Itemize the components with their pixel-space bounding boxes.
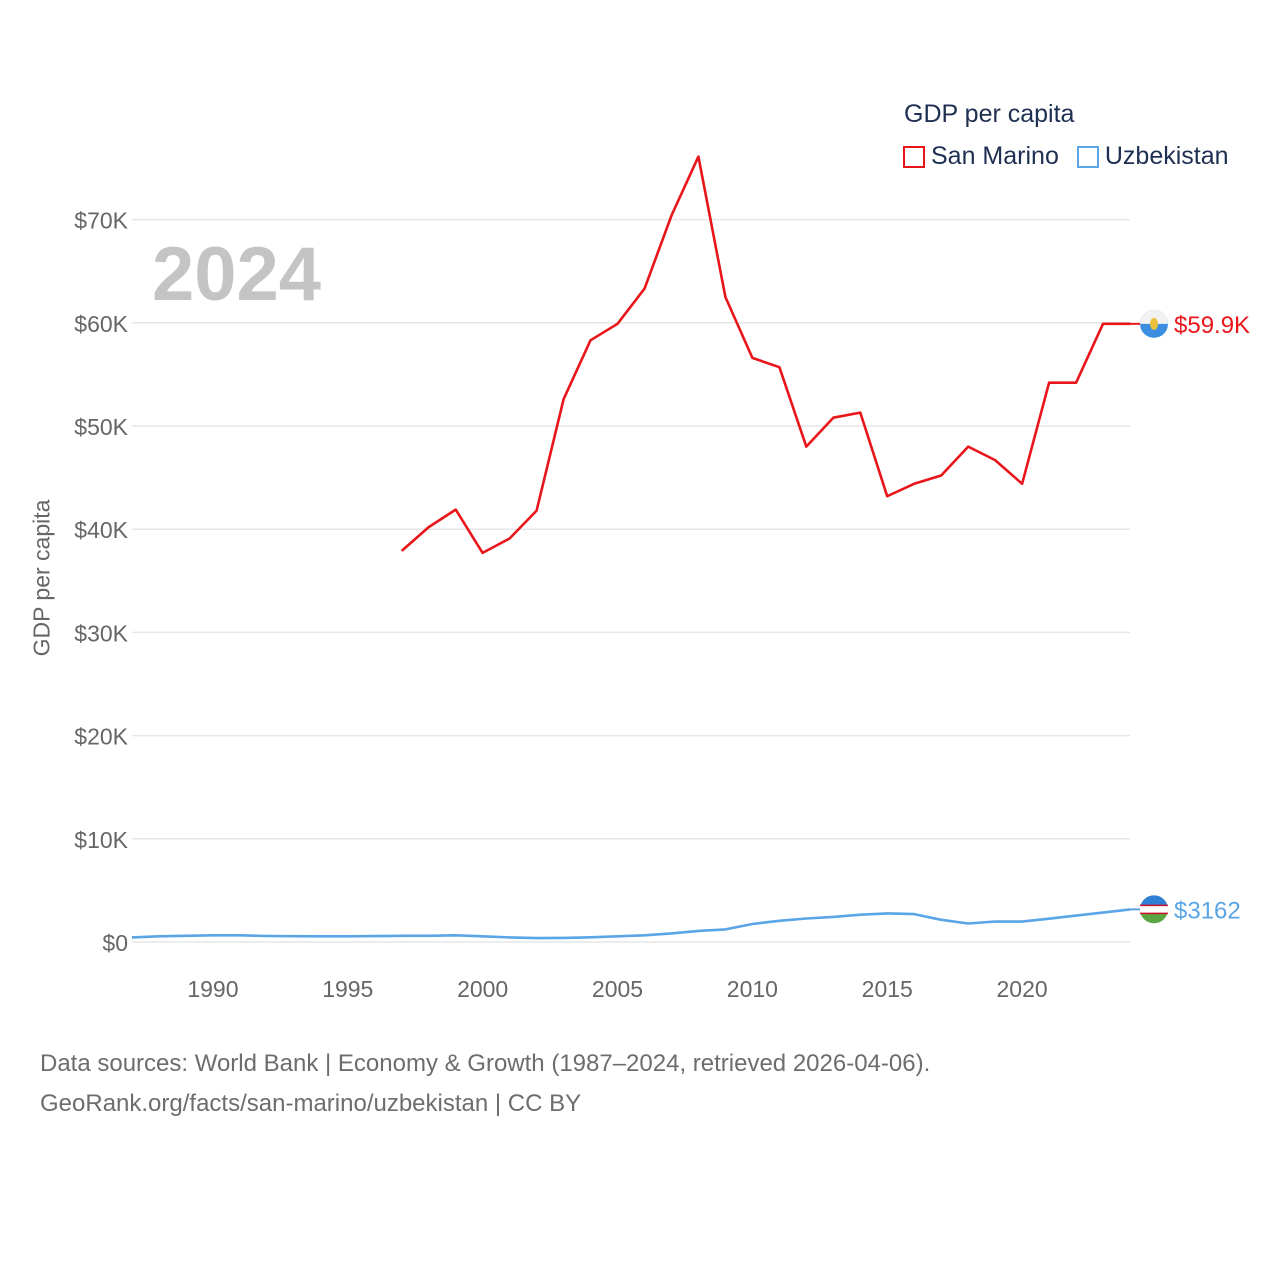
legend-swatch-uzbekistan — [1076, 145, 1099, 168]
y-tick-label: $30K — [74, 620, 128, 646]
x-tick-label: 2010 — [727, 976, 778, 1002]
y-tick-label: $20K — [74, 724, 128, 750]
legend-label-san-marino: San Marino — [931, 142, 1059, 170]
legend-item-san-marino[interactable]: San Marino — [903, 142, 1059, 171]
footer: Data sources: World Bank | Economy & Gro… — [40, 1044, 930, 1124]
y-axis-label: GDP per capita — [28, 499, 55, 657]
end-value-label-san-marino: $59.9K — [1174, 312, 1250, 339]
y-tick-label: $60K — [74, 311, 128, 337]
legend-label-uzbekistan: Uzbekistan — [1104, 142, 1229, 170]
y-tick-label: $40K — [74, 517, 128, 543]
flag-san-marino-icon — [1140, 309, 1168, 338]
grid-lines — [132, 218, 1130, 943]
x-tick-label: 2000 — [457, 976, 508, 1002]
year-label: 2024 — [152, 232, 321, 317]
series-line-uzbekistan — [131, 908, 1131, 940]
end-value-label-uzbekistan: $3162 — [1174, 897, 1241, 924]
legend-title: GDP per capita — [904, 100, 1075, 128]
x-tick-label: 2005 — [592, 976, 643, 1002]
x-tick-label: 1995 — [322, 976, 373, 1002]
series-line-san-marino — [400, 155, 1130, 555]
series-lines — [131, 155, 1131, 940]
legend: San Marino Uzbekistan — [903, 142, 1247, 171]
footer-sources: Data sources: World Bank | Economy & Gro… — [40, 1050, 931, 1077]
end-markers: $59.9K $3162 — [1130, 309, 1250, 924]
legend-swatch-san-marino — [903, 145, 925, 168]
x-tick-label: 2020 — [997, 976, 1048, 1002]
flag-uzbekistan-icon — [1140, 895, 1168, 924]
line-chart: 2024 $0 $10K $20K $30K $40K $50K $60K $70K 1990… — [74, 155, 1250, 1002]
y-tick-label: $50K — [74, 414, 128, 440]
x-tick-label: 2015 — [862, 976, 913, 1002]
footer-attribution[interactable]: GeoRank.org/facts/san-marino/uzbekistan … — [40, 1090, 582, 1117]
y-tick-label: $70K — [74, 208, 128, 234]
x-tick-label: 1990 — [187, 976, 238, 1002]
y-tick-label: $10K — [74, 827, 128, 853]
y-tick-label: $0 — [102, 930, 128, 956]
x-axis-ticks: 1990 1995 2000 2005 2010 2015 2020 — [187, 976, 1047, 1002]
y-axis-ticks: $0 $10K $20K $30K $40K $50K $60K $70K — [74, 208, 128, 956]
legend-item-uzbekistan[interactable]: Uzbekistan — [1076, 142, 1229, 171]
